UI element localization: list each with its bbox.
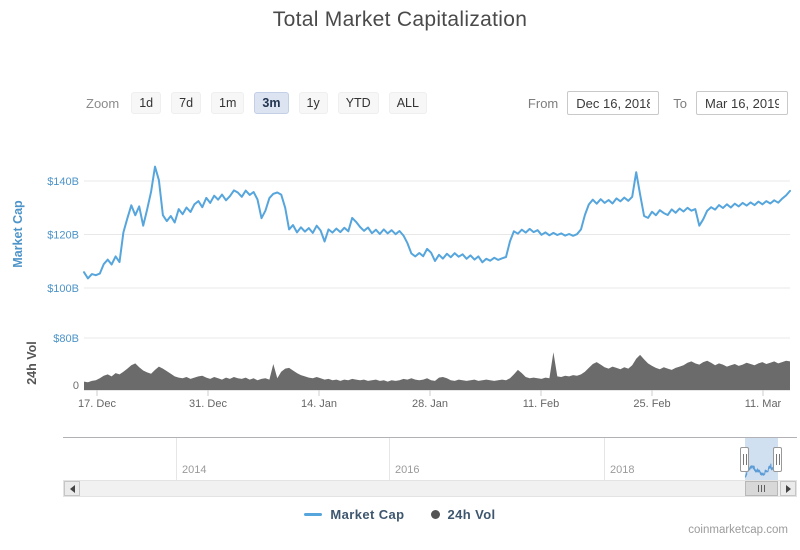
market-cap-axis-title: Market Cap bbox=[11, 200, 25, 268]
from-label: From bbox=[527, 95, 559, 111]
legend-item-market-cap[interactable]: Market Cap bbox=[304, 507, 404, 522]
zoom-button-all[interactable]: ALL bbox=[388, 92, 427, 114]
navigator[interactable]: 2014 2016 2018 bbox=[63, 437, 797, 480]
x-axis-label: 14. Jan bbox=[301, 398, 337, 410]
x-axis-label: 11. Feb bbox=[523, 398, 560, 410]
navigator-year-label: 2016 bbox=[395, 464, 420, 476]
navigator-year-label: 2014 bbox=[182, 464, 207, 476]
navigator-gridline bbox=[604, 438, 605, 480]
legend-label-24h-vol: 24h Vol bbox=[447, 507, 496, 522]
watermark: coinmarketcap.com bbox=[688, 524, 788, 536]
zoom-button-7d[interactable]: 7d bbox=[171, 92, 202, 114]
x-axis-group: 17. Dec 31. Dec 14. Jan 28. Jan 11. Feb 25. F… bbox=[78, 390, 782, 410]
yaxis-label-0: 0 bbox=[73, 380, 79, 392]
zoom-button-3m[interactable]: 3m bbox=[254, 92, 289, 114]
navigator-mini-chart bbox=[744, 462, 779, 479]
from-date-input[interactable] bbox=[567, 91, 660, 115]
chart-canvas: $140B $120B $100B $80B 0 Market Cap 24h … bbox=[11, 165, 791, 410]
scrollbar[interactable] bbox=[63, 480, 797, 497]
navigator-right-handle[interactable] bbox=[773, 447, 782, 472]
page-title: Total Market Capitalization bbox=[272, 8, 528, 31]
scrollbar-thumb[interactable] bbox=[745, 481, 778, 496]
right-arrow-icon bbox=[785, 484, 791, 493]
series-group bbox=[83, 165, 791, 390]
to-date-input[interactable] bbox=[696, 91, 788, 115]
legend: Market Cap 24h Vol bbox=[0, 507, 800, 522]
navigator-gridline bbox=[389, 438, 390, 480]
volume-series-area[interactable] bbox=[84, 352, 790, 390]
navigator-year-label: 2018 bbox=[610, 464, 635, 476]
yaxis-label-80b: $80B bbox=[53, 333, 79, 345]
yaxis-label-100b: $100B bbox=[47, 283, 79, 295]
zoom-label: Zoom bbox=[86, 95, 120, 111]
x-axis-label: 28. Jan bbox=[412, 398, 448, 410]
navigator-series-line bbox=[744, 462, 779, 479]
range-toolbar: Zoom 1d 7d 1m 3m 1y YTD ALL From To bbox=[86, 90, 788, 116]
x-axis-label: 11. Mar bbox=[745, 398, 782, 410]
scrollbar-right-arrow-button[interactable] bbox=[780, 481, 796, 496]
yaxis-label-140b: $140B bbox=[47, 176, 79, 188]
x-axis-label: 31. Dec bbox=[189, 398, 227, 410]
x-axis-label: 25. Feb bbox=[633, 398, 670, 410]
circle-marker-icon bbox=[430, 510, 440, 519]
legend-item-24h-vol[interactable]: 24h Vol bbox=[430, 507, 496, 522]
navigator-gridline bbox=[176, 438, 177, 480]
zoom-button-1y[interactable]: 1y bbox=[298, 92, 328, 114]
yaxis-label-120b: $120B bbox=[47, 230, 79, 242]
x-axis-label: 17. Dec bbox=[78, 398, 116, 410]
market-cap-series-line[interactable] bbox=[83, 165, 791, 280]
left-arrow-icon bbox=[69, 484, 75, 493]
zoom-button-group: 1d 7d 1m 3m 1y YTD ALL bbox=[131, 92, 427, 114]
zoom-button-1m[interactable]: 1m bbox=[211, 92, 245, 114]
zoom-button-ytd[interactable]: YTD bbox=[337, 92, 379, 114]
legend-label-market-cap: Market Cap bbox=[330, 507, 405, 522]
to-label: To bbox=[673, 95, 687, 111]
scrollbar-left-arrow-button[interactable] bbox=[64, 481, 80, 496]
navigator-left-handle[interactable] bbox=[740, 447, 749, 472]
line-marker-icon bbox=[304, 513, 323, 516]
volume-axis-title: 24h Vol bbox=[25, 341, 39, 385]
zoom-button-1d[interactable]: 1d bbox=[131, 92, 162, 114]
navigator-selection[interactable] bbox=[744, 438, 779, 480]
